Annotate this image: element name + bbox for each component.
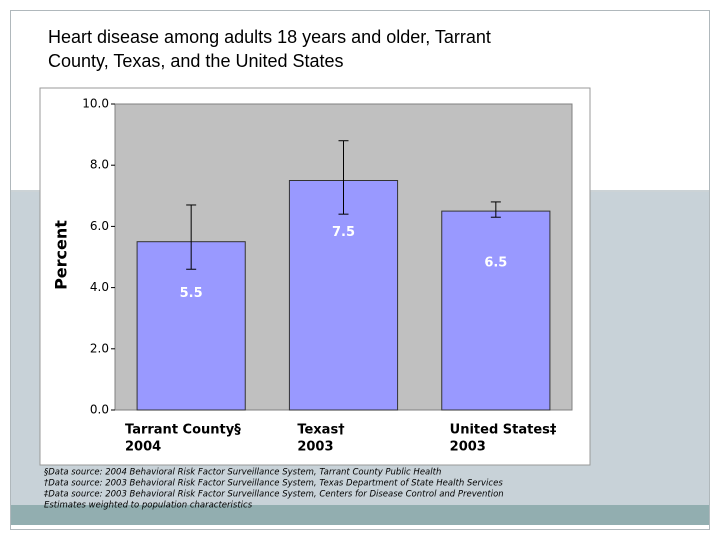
footnote: §Data source: 2004 Behavioral Risk Facto… (44, 468, 441, 478)
y-tick-label: 0.0 (90, 403, 109, 417)
data-label: 6.5 (484, 256, 507, 271)
y-tick-label: 10.0 (82, 97, 109, 111)
footnote: †Data source: 2003 Behavioral Risk Facto… (44, 479, 503, 489)
data-label: 7.5 (332, 225, 355, 240)
title: Heart disease among adults 18 years and … (48, 27, 491, 47)
x-tick-label: 2003 (297, 440, 333, 455)
bottom-band (10, 505, 710, 525)
bar (136, 241, 246, 411)
bar (441, 210, 551, 411)
x-tick-label: Texas† (297, 423, 345, 438)
y-axis-label: Percent (52, 220, 71, 290)
slide-border (10, 10, 710, 530)
x-tick-label: 2004 (125, 440, 161, 455)
x-tick-label: United States‡ (450, 423, 557, 438)
y-tick-label: 8.0 (90, 158, 109, 172)
y-tick-label: 2.0 (90, 341, 109, 355)
bar (288, 180, 399, 411)
y-tick-label: 6.0 (90, 219, 109, 233)
x-tick-label: Tarrant County§ (125, 423, 241, 438)
data-label: 5.5 (180, 286, 203, 301)
footnote: Estimates weighted to population charact… (44, 501, 253, 511)
x-tick-label: 2003 (450, 440, 486, 455)
footnote: ‡Data source: 2003 Behavioral Risk Facto… (43, 490, 504, 500)
title: County, Texas, and the United States (48, 51, 344, 71)
y-tick-label: 4.0 (90, 280, 109, 294)
